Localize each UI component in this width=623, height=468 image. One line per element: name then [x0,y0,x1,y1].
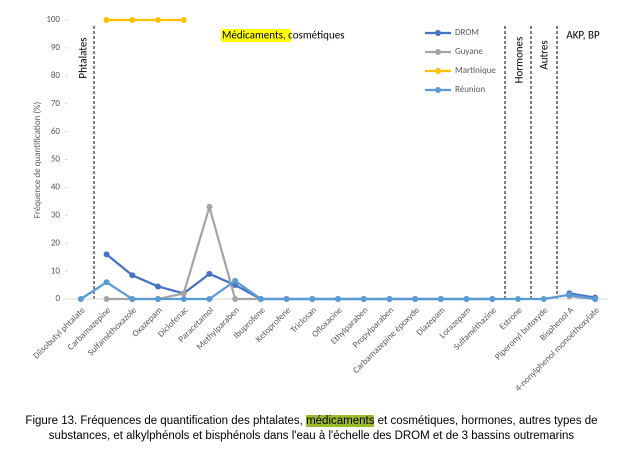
point [515,296,521,302]
point [129,296,136,302]
point [232,277,239,284]
group-label: Autres [538,40,551,69]
group-label: Hormones [513,37,526,84]
point [437,296,444,302]
point [77,296,84,302]
point [155,17,161,23]
legend-label: Martinique [455,65,496,76]
legend-marker [435,49,441,55]
point [103,296,110,302]
point [592,296,599,302]
point [360,296,367,302]
y-axis-title: Fréquence de quantification (%) [32,102,43,219]
point [103,17,110,23]
y-tick-label: 10 [51,265,61,276]
series-line [106,202,596,301]
legend-marker [435,68,441,74]
point [103,251,110,258]
legend-label: DROM [455,27,479,38]
point [412,296,419,302]
y-tick-label: 60 [51,126,61,137]
point [180,290,187,297]
y-tick-label: 80 [51,70,61,81]
y-tick-label: 90 [51,42,61,53]
point [206,296,213,302]
group-label: AKP, BP [566,29,600,42]
y-tick-label: 0 [55,293,60,304]
point [489,296,496,302]
point [283,296,290,302]
y-tick-label: 40 [51,182,61,193]
point [335,296,341,302]
y-tick-label: 20 [51,237,61,248]
point [155,296,161,302]
caption-text: et cosmétiques, hormones, autres types d… [48,415,598,442]
point [232,282,239,289]
y-tick-label: 100 [46,14,60,25]
caption-text: Figure 13. Fréquences de quantification … [25,415,307,427]
point [129,17,136,23]
point [309,296,316,302]
y-tick-label: 70 [51,98,61,109]
point [206,203,213,210]
legend-marker [435,30,441,36]
y-tick-label: 30 [51,209,61,220]
highlight [221,29,291,42]
caption-highlight: médicaments [306,415,375,427]
series-line [105,253,596,301]
point [566,291,573,298]
point [155,283,161,290]
point [180,296,187,302]
point [257,296,264,302]
legend-marker [435,87,441,93]
point [463,296,470,302]
point [232,296,239,302]
point [540,296,547,302]
point [129,272,136,279]
point [103,279,110,286]
group-label: Médicaments, cosmétiques [222,29,345,42]
point [386,296,393,302]
point [206,270,213,277]
legend-label: Réunion [455,84,485,95]
legend-label: Guyane [455,46,483,57]
y-tick-label: 50 [51,154,61,165]
caption: Figure 13. Fréquences de quantification … [10,414,613,444]
chart: Fréquence de quantification (%) Phtalate… [31,14,608,394]
point [180,17,187,23]
group-label: Phtalates [77,37,90,78]
